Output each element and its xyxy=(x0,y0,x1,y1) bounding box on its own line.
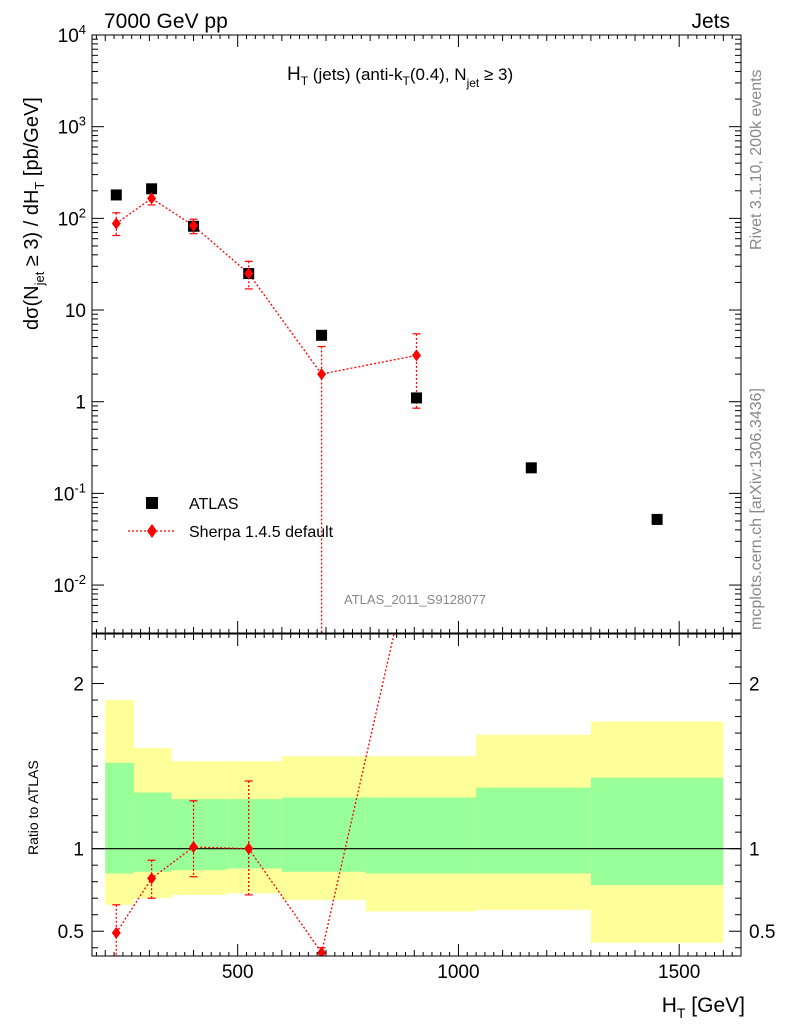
legend-marker-sherpa xyxy=(147,524,157,538)
y-tick-label: 104 xyxy=(58,22,86,47)
ratio-data-point xyxy=(317,946,327,956)
y-axis-label: dσ(Njet ≥ 3) / dHT [pb/GeV] xyxy=(21,97,47,330)
chart-title: HT (jets) (anti-kT(0.4), Njet ≥ 3) xyxy=(287,64,513,90)
y-tick-label: 10 xyxy=(65,301,86,322)
ratio-data-layer xyxy=(111,529,421,956)
sherpa-data-point xyxy=(189,219,199,232)
ratio-data-point xyxy=(111,926,121,939)
ratio-y-tick-label-right: 2 xyxy=(749,675,760,696)
category-label: Jets xyxy=(691,10,730,33)
x-tick-label: 1500 xyxy=(658,962,700,983)
main-panel: 10-2 10-1 1 10 102 103 104 HT (jets) (anti-kT(… xyxy=(21,22,742,634)
ratio-green-band xyxy=(590,777,724,885)
sherpa-data-point xyxy=(317,368,327,381)
x-tick-label: 500 xyxy=(222,962,254,983)
ratio-green-band xyxy=(133,792,172,872)
ratio-y-tick-label-left: 1 xyxy=(73,840,84,861)
main-frame xyxy=(91,34,742,634)
legend-label-atlas: ATLAS xyxy=(189,496,239,513)
ratio-y-tick-label-left: 0.5 xyxy=(58,922,84,943)
ratio-data-point xyxy=(244,842,254,855)
sherpa-data-point xyxy=(147,192,157,205)
ratio-green-band xyxy=(105,762,134,874)
energy-label: 7000 GeV pp xyxy=(104,10,228,33)
atlas-data-point xyxy=(411,392,422,404)
y-tick-label: 10-2 xyxy=(53,572,86,597)
x-tick-label: 1000 xyxy=(437,962,479,983)
ratio-green-band xyxy=(476,787,591,874)
atlas-data-point xyxy=(110,189,122,201)
ratio-green-band xyxy=(171,799,227,871)
ratio-green-band xyxy=(226,799,282,869)
ratio-bands-layer xyxy=(92,700,741,943)
atlas-data-point xyxy=(525,462,537,474)
ratio-green-band xyxy=(281,797,366,872)
ratio-sherpa-line xyxy=(115,634,395,955)
atlas-data-point xyxy=(651,513,663,525)
ratio-data-point xyxy=(412,529,421,541)
ratio-y-axis-label: Ratio to ATLAS xyxy=(25,760,41,855)
ratio-y-tick-label-left: 2 xyxy=(73,675,84,696)
y-tick-label: 102 xyxy=(58,205,86,230)
ratio-y-tick-label-right: 0.5 xyxy=(749,922,775,943)
sherpa-data-point xyxy=(244,267,254,280)
main-axes: 10-2 10-1 1 10 102 103 104 xyxy=(53,22,742,634)
rivet-version-label: Rivet 3.1.10, 200k events xyxy=(748,69,765,250)
sherpa-line xyxy=(115,197,417,375)
ratio-frame xyxy=(91,633,742,957)
ratio-axes: 0.5 0.5 1 1 2 2 500 1000 1500 xyxy=(58,634,775,983)
y-tick-label: 103 xyxy=(58,114,86,139)
ratio-y-tick-label-right: 1 xyxy=(749,840,760,861)
x-axis-label: HT [GeV] xyxy=(662,994,745,1021)
main-data-layer xyxy=(110,183,663,633)
sherpa-data-point xyxy=(111,217,121,230)
source-reference-label: mcplots.cern.ch [arXiv:1306.3436] xyxy=(748,388,765,630)
legend-label-sherpa: Sherpa 1.4.5 default xyxy=(189,524,334,541)
atlas-data-point xyxy=(316,329,328,341)
sherpa-data-point xyxy=(412,349,421,362)
ratio-data-point xyxy=(189,841,199,854)
y-tick-label: 1 xyxy=(75,393,86,414)
ratio-data-point xyxy=(147,872,157,885)
analysis-id-label: ATLAS_2011_S9128077 xyxy=(344,592,486,607)
atlas-data-point xyxy=(146,183,158,195)
y-tick-label: 10-1 xyxy=(53,480,86,505)
ratio-green-band xyxy=(365,797,477,874)
ratio-panel: 0.5 0.5 1 1 2 2 500 1000 1500 Ratio to ATLAS HT … xyxy=(25,529,775,1021)
legend: ATLAS Sherpa 1.4.5 default xyxy=(128,496,334,541)
legend-marker-atlas xyxy=(146,497,158,509)
